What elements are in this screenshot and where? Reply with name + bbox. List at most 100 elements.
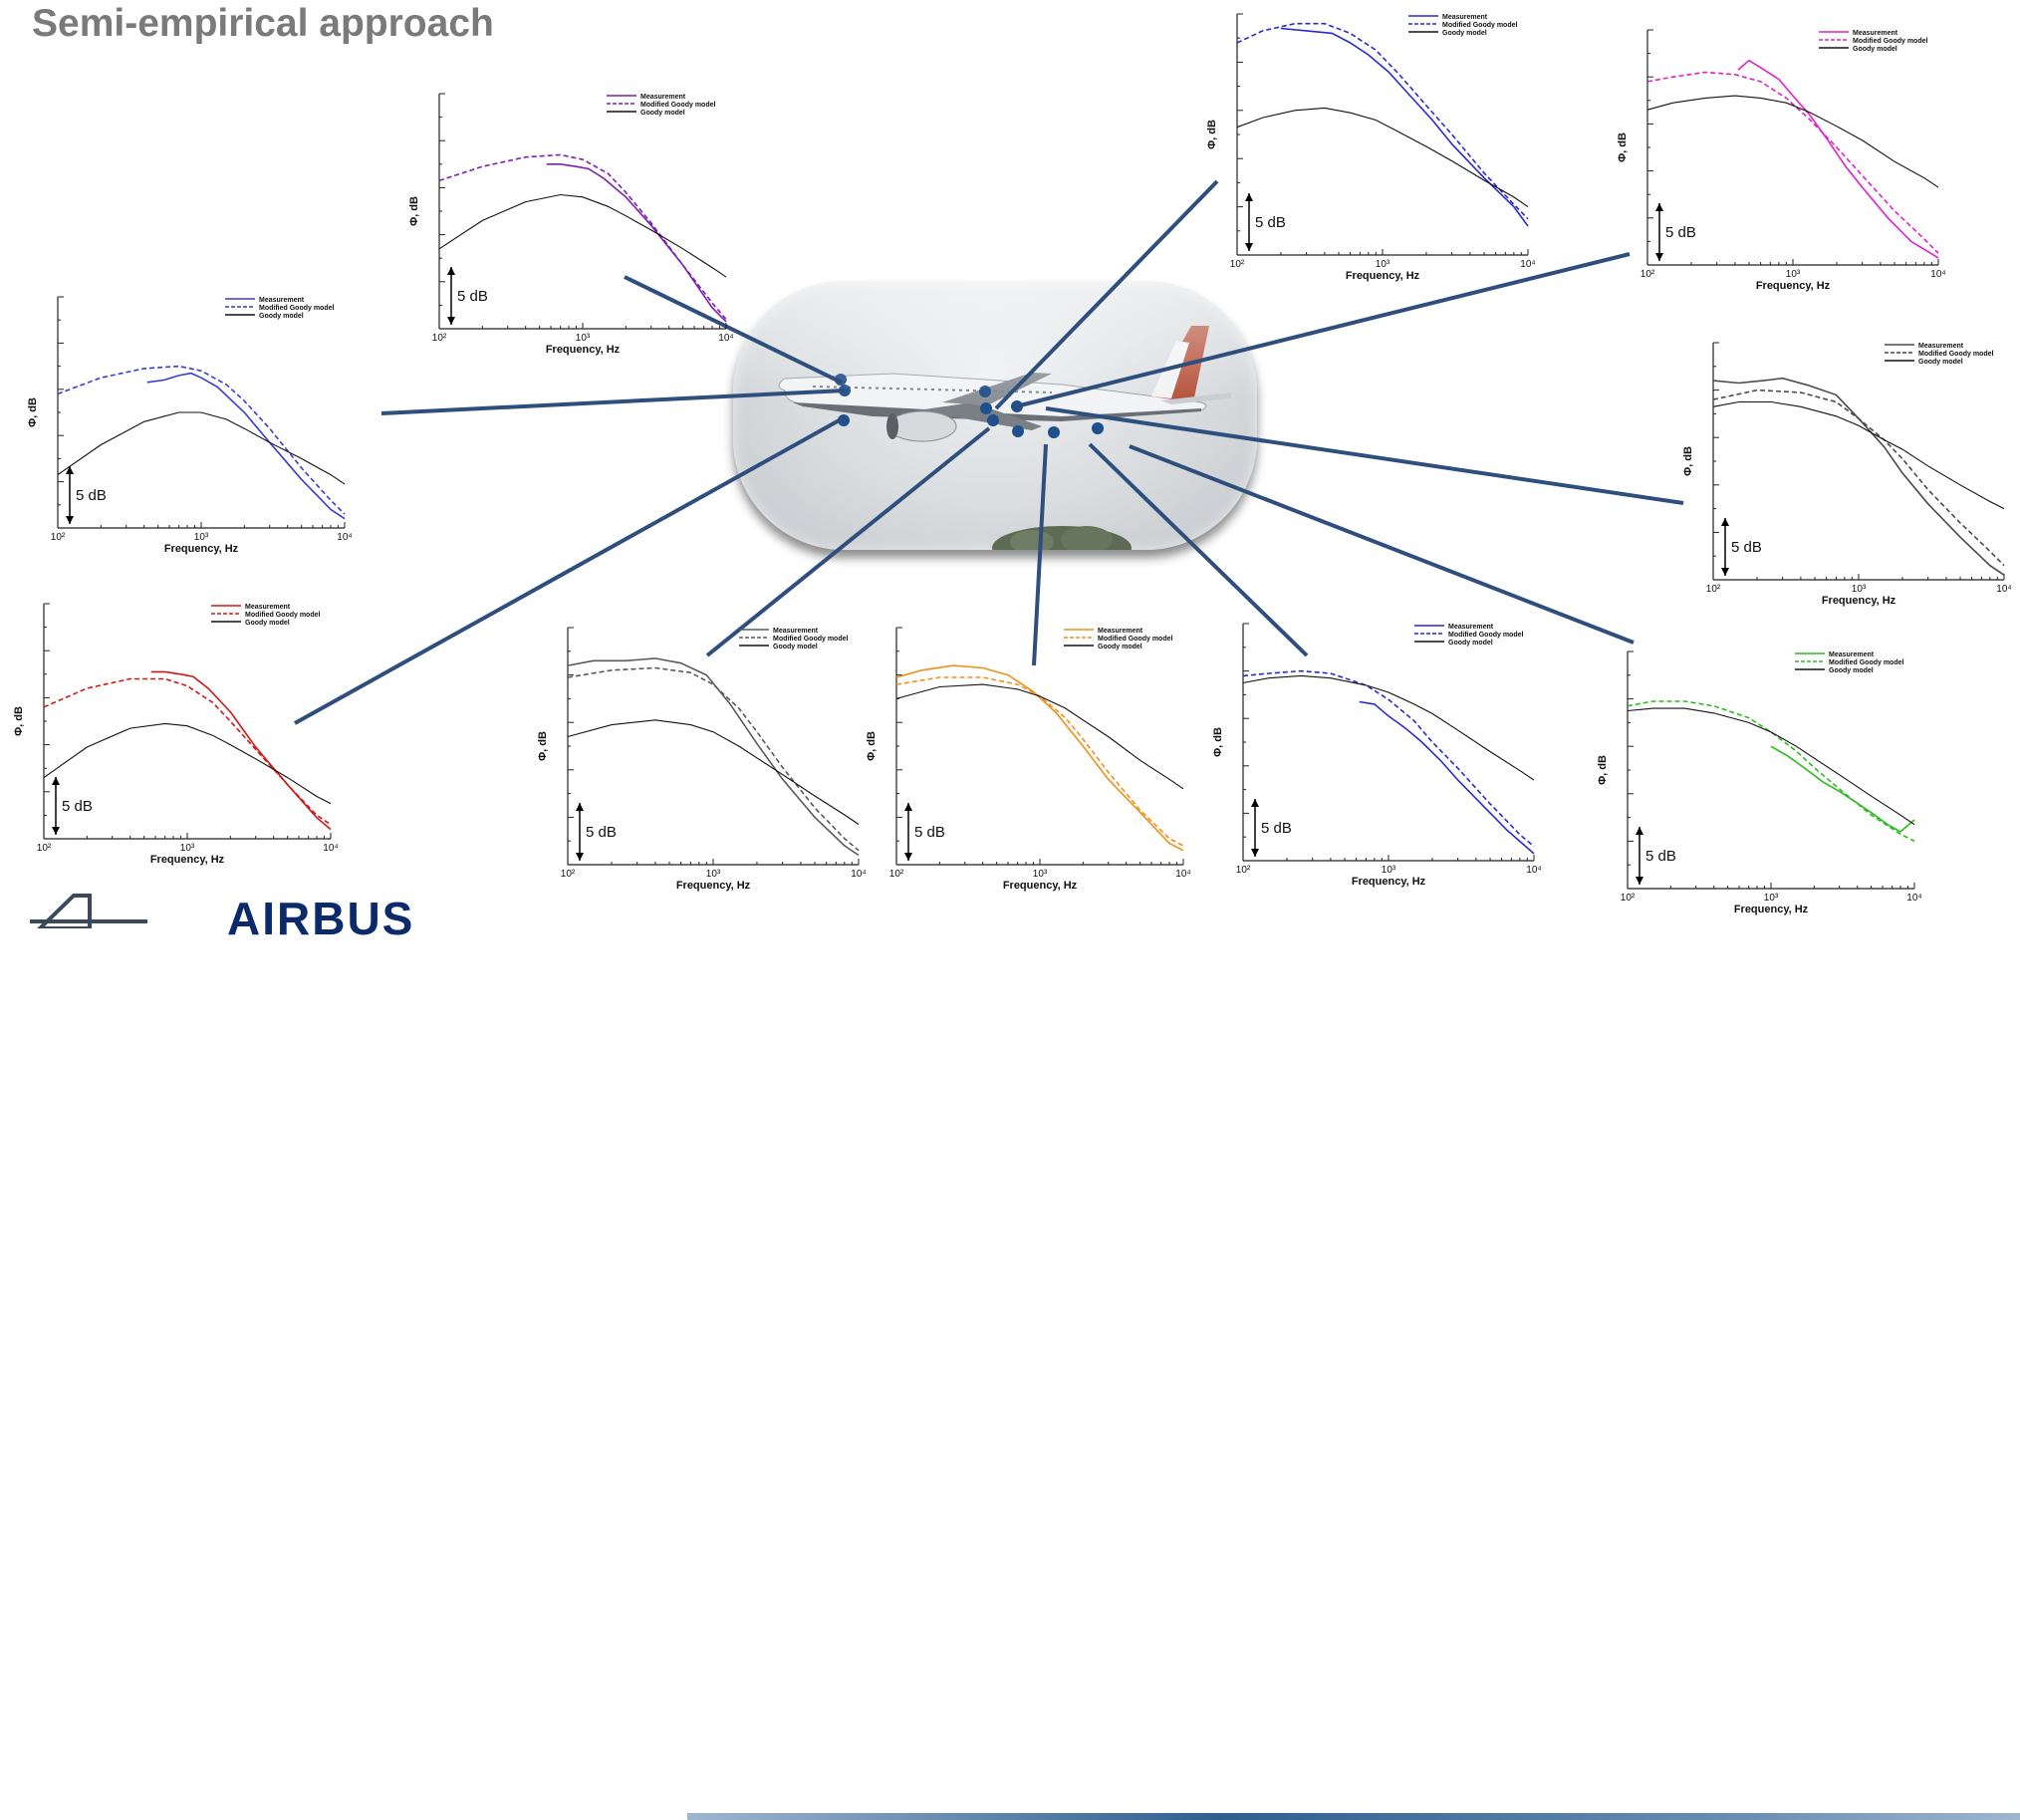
y-axis-label: Φ, dB [537, 731, 549, 761]
chart-panel: 10² 10³ 10⁴ Frequency, Hz Φ, dB Measurement Mo… [8, 596, 343, 875]
sensor-dot [1011, 400, 1023, 412]
scale-arrow-head [52, 777, 60, 785]
x-tick-label: 10³ [180, 843, 195, 854]
legend-label: Modified Goody model [1442, 22, 1517, 29]
legend-label: Modified Goody model [1098, 636, 1172, 643]
legend-label: Measurement [640, 94, 686, 101]
scale-arrow-head [904, 853, 912, 861]
chart-panel: 10² 10³ 10⁴ Frequency, Hz Φ, dB Measurement Mo… [532, 620, 871, 901]
y-axis-label: Φ, dB [1212, 727, 1224, 757]
chart-svg: 10² 10³ 10⁴ Frequency, Hz Φ, dB MeasurementMo… [1617, 29, 1946, 292]
legend-label: Modified Goody model [1448, 632, 1523, 639]
legend-label: Goody model [1098, 644, 1142, 650]
y-axis-label: Φ, dB [408, 196, 420, 226]
legend-label: Modified Goody model [259, 305, 334, 312]
x-tick-label: 10² [889, 869, 904, 880]
series-line [43, 677, 332, 826]
trees [992, 526, 1132, 550]
logo-area: AIRBUS [0, 892, 2020, 1820]
scale-label: 5 dB [586, 824, 617, 841]
scale-arrow-head [1655, 253, 1663, 261]
chart-panel: 10² 10³ 10⁴ Frequency, Hz Φ, dB Measurement Mo… [1612, 22, 1950, 301]
x-tick-label: 10² [37, 843, 52, 854]
chart-svg: 10² 10³ 10⁴ Frequency, Hz Φ, dB MeasurementMo… [866, 627, 1191, 892]
x-axis-label: Frequency, Hz [1822, 595, 1896, 607]
sensor-dot [1012, 425, 1024, 437]
legend-label: Modified Goody model [1918, 351, 1993, 358]
chart-svg: 10² 10³ 10⁴ Frequency, Hz Φ, dB MeasurementMo… [1206, 13, 1536, 282]
series-line [438, 193, 727, 278]
y-axis-label: Φ, dB [1597, 755, 1609, 785]
chart-svg: 10² 10³ 10⁴ Frequency, Hz Φ, dB MeasurementMo… [1682, 342, 2012, 607]
series-line [150, 670, 332, 831]
sensor-dot [838, 414, 850, 426]
scale-arrow-head [1721, 568, 1729, 576]
sensor-dot [980, 402, 992, 414]
scale-arrow-head [66, 516, 74, 524]
x-tick-label: 10⁴ [851, 869, 866, 880]
x-tick-label: 10⁴ [323, 843, 338, 854]
chart-svg: 10² 10³ 10⁴ Frequency, Hz Φ, dB MeasurementMo… [537, 627, 867, 892]
x-axis-label: Frequency, Hz [1734, 904, 1809, 915]
x-tick-label: 10⁴ [1930, 269, 1945, 280]
x-tick-label: 10⁴ [1175, 869, 1190, 880]
scale-label: 5 dB [76, 487, 107, 504]
series-line [1712, 400, 2005, 510]
legend-label: Goody model [640, 110, 685, 117]
series-line [1627, 707, 1915, 826]
series-line [57, 411, 346, 485]
chart-panel: 10² 10³ 10⁴ Frequency, Hz Φ, dB Measurement Mo… [1677, 335, 2016, 616]
x-tick-label: 10² [1236, 865, 1251, 876]
chart-panel: 10² 10³ 10⁴ Frequency, Hz Φ, dB Measurement Mo… [1592, 644, 1926, 924]
series-line [567, 666, 860, 852]
x-axis-label: Frequency, Hz [1346, 270, 1420, 282]
x-tick-label: 10² [432, 333, 447, 344]
legend-label: Modified Goody model [640, 102, 715, 109]
chart-panel: 10² 10³ 10⁴ Frequency, Hz Φ, dB Measurement Mo… [403, 86, 738, 365]
series-line [1646, 95, 1939, 188]
legend-label: Goody model [773, 644, 818, 650]
scale-arrow-head [1245, 243, 1253, 251]
legend-label: Measurement [245, 604, 291, 611]
scale-label: 5 dB [1261, 820, 1292, 837]
series-line [1359, 700, 1535, 855]
scale-arrow-head [66, 466, 74, 474]
legend-label: Measurement [1098, 628, 1143, 635]
x-axis-label: Frequency, Hz [1003, 880, 1078, 892]
scale-label: 5 dB [914, 824, 945, 841]
chart-panel: 10² 10³ 10⁴ Frequency, Hz Φ, dB Measurement Mo… [861, 620, 1195, 901]
series-line [1770, 745, 1915, 833]
scale-arrow-head [1655, 203, 1663, 211]
chart-svg: 10² 10³ 10⁴ Frequency, Hz Φ, dB MeasurementMo… [27, 296, 353, 555]
x-tick-label: 10⁴ [1526, 865, 1541, 876]
x-tick-label: 10² [1621, 893, 1636, 904]
legend-label: Goody model [1829, 667, 1874, 674]
chart-svg: 10² 10³ 10⁴ Frequency, Hz Φ, dB MeasurementMo… [13, 603, 339, 866]
x-tick-label: 10⁴ [1520, 259, 1535, 270]
scale-arrow-head [904, 803, 912, 811]
series-line [1236, 22, 1529, 220]
series-line [57, 365, 346, 515]
series-line [43, 722, 332, 805]
x-tick-label: 10³ [194, 532, 209, 543]
scale-arrow-head [447, 267, 455, 275]
x-tick-label: 10³ [1852, 584, 1867, 595]
scale-label: 5 dB [1645, 848, 1676, 865]
legend-label: Modified Goody model [773, 636, 848, 643]
series-line [1627, 700, 1915, 843]
x-tick-label: 10³ [576, 333, 591, 344]
chart-panel: 10² 10³ 10⁴ Frequency, Hz Φ, dB Measurement Mo… [1207, 616, 1546, 897]
scale-label: 5 dB [1731, 539, 1762, 556]
series-line [895, 664, 1184, 852]
sensor-dot [979, 386, 991, 397]
legend-label: Measurement [1853, 30, 1898, 37]
scale-label: 5 dB [457, 288, 488, 305]
legend-label: Goody model [1448, 640, 1493, 647]
scale-arrow-head [576, 803, 584, 811]
scale-arrow-head [1721, 518, 1729, 526]
legend-label: Measurement [1918, 343, 1964, 350]
chart-panel: 10² 10³ 10⁴ Frequency, Hz Φ, dB Measurement Mo… [22, 289, 357, 564]
legend-label: Modified Goody model [245, 612, 320, 619]
x-tick-label: 10³ [1376, 259, 1390, 270]
x-tick-label: 10⁴ [718, 333, 733, 344]
